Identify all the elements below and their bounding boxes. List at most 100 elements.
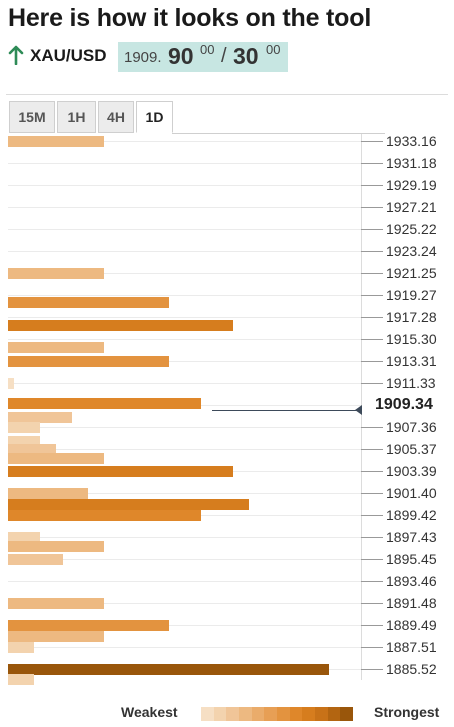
- tab-1d[interactable]: 1D: [136, 101, 173, 133]
- confluence-bar[interactable]: [8, 488, 88, 499]
- confluence-bar[interactable]: [8, 444, 56, 455]
- instrument-quote: XAU/USD 1909. 90 00 / 30 00: [8, 42, 448, 72]
- strength-scale-step: [251, 707, 265, 721]
- axis-tick-label: 1925.22: [386, 221, 437, 237]
- confluence-bar[interactable]: [8, 412, 72, 423]
- tab-15m[interactable]: 15M: [9, 101, 55, 133]
- instrument-name: XAU/USD: [30, 46, 107, 65]
- confluence-bar[interactable]: [8, 499, 249, 510]
- gridline: [8, 361, 361, 362]
- axis-tick: [361, 515, 383, 516]
- axis-tick-label: 1923.24: [386, 243, 437, 259]
- axis-tick-label: 1931.18: [386, 155, 437, 171]
- confluence-bar[interactable]: [8, 136, 104, 147]
- axis-tick-label: 1903.39: [386, 463, 437, 479]
- confluence-bar[interactable]: [8, 554, 63, 565]
- axis-tick-label: 1891.48: [386, 595, 437, 611]
- axis-tick: [361, 185, 383, 186]
- axis-tick: [361, 559, 383, 560]
- axis-tick-label: 1885.52: [386, 661, 437, 677]
- ask-price: 30: [233, 43, 259, 69]
- axis-tick: [361, 537, 383, 538]
- price-box: 1909. 90 00 / 30 00: [118, 42, 288, 72]
- axis-tick-label: 1921.25: [386, 265, 437, 281]
- gridline: [8, 339, 361, 340]
- confluence-bar[interactable]: [8, 631, 104, 642]
- strength-scale-step: [264, 707, 278, 721]
- confluence-bar[interactable]: [8, 532, 40, 543]
- axis-tick: [361, 141, 383, 142]
- axis-tick: [361, 339, 383, 340]
- axis-tick-label: 1905.37: [386, 441, 437, 457]
- axis-tick: [361, 581, 383, 582]
- axis-tick: [361, 471, 383, 472]
- axis-tick-label: 1889.49: [386, 617, 437, 633]
- gridline: [8, 427, 361, 428]
- axis-tick-label: 1901.40: [386, 485, 437, 501]
- confluence-bar[interactable]: [8, 378, 14, 389]
- confluence-bar[interactable]: [8, 510, 201, 521]
- gridline: [8, 625, 361, 626]
- tab-1h[interactable]: 1H: [57, 101, 96, 133]
- gridline: [8, 207, 361, 208]
- page-title: Here is how it looks on the tool: [8, 4, 372, 32]
- axis-tick: [361, 163, 383, 164]
- axis-tick-label: 1917.28: [386, 309, 437, 325]
- ask-fraction: 00: [266, 42, 281, 57]
- strength-scale-step: [226, 707, 240, 721]
- strength-scale-step: [277, 707, 290, 721]
- strength-scale-step: [201, 707, 214, 721]
- gridline: [8, 449, 361, 450]
- confluence-bar[interactable]: [8, 268, 104, 279]
- axis-tick: [361, 427, 383, 428]
- confluence-bar[interactable]: [8, 297, 169, 308]
- confluence-bar[interactable]: [8, 674, 34, 685]
- confluence-bar[interactable]: [8, 541, 104, 552]
- gridline: [8, 185, 361, 186]
- confluence-bar[interactable]: [8, 664, 329, 675]
- confluence-bar[interactable]: [8, 398, 201, 409]
- axis-tick: [361, 229, 383, 230]
- axis-tick: [361, 383, 383, 384]
- confluence-bar[interactable]: [8, 620, 169, 631]
- axis-tick-label: 1899.42: [386, 507, 437, 523]
- axis-tick-label: 1913.31: [386, 353, 437, 369]
- bid-fraction: 00: [200, 42, 215, 57]
- confluence-bar[interactable]: [8, 598, 104, 609]
- axis-tick-label: 1893.46: [386, 573, 437, 589]
- axis-tick-label: 1919.27: [386, 287, 437, 303]
- axis-tick-label: 1927.21: [386, 199, 437, 215]
- gridline: [8, 317, 361, 318]
- gridline: [8, 295, 361, 296]
- strength-scale-step: [213, 707, 227, 721]
- tab-4h[interactable]: 4H: [98, 101, 134, 133]
- strength-scale-step: [340, 707, 354, 721]
- confluence-bar[interactable]: [8, 436, 40, 447]
- axis-tick: [361, 273, 383, 274]
- axis-tick: [361, 493, 383, 494]
- axis-tick: [361, 647, 383, 648]
- axis-tick: [361, 317, 383, 318]
- confluence-bar[interactable]: [8, 422, 40, 433]
- axis-tick: [361, 625, 383, 626]
- confluence-bar[interactable]: [8, 453, 104, 464]
- confluence-bar[interactable]: [8, 356, 169, 367]
- axis-tick-label: 1895.45: [386, 551, 437, 567]
- bid-price: 90: [168, 43, 194, 69]
- gridline: [8, 383, 361, 384]
- price-separator: /: [221, 45, 227, 67]
- axis-tick-label: 1897.43: [386, 529, 437, 545]
- strength-scale-step: [289, 707, 303, 721]
- axis-tick-label: 1887.51: [386, 639, 437, 655]
- gridline: [8, 647, 361, 648]
- axis-tick: [361, 207, 383, 208]
- confluence-bar[interactable]: [8, 466, 233, 477]
- gridline: [8, 141, 361, 142]
- confluence-bar[interactable]: [8, 342, 104, 353]
- axis-tick-label: 1911.33: [386, 375, 436, 391]
- confluence-bar[interactable]: [8, 642, 34, 653]
- confluence-bar[interactable]: [8, 320, 233, 331]
- legend-weakest-label: Weakest: [121, 704, 178, 720]
- axis-tick-label: 1915.30: [386, 331, 437, 347]
- strength-scale-step: [327, 707, 341, 721]
